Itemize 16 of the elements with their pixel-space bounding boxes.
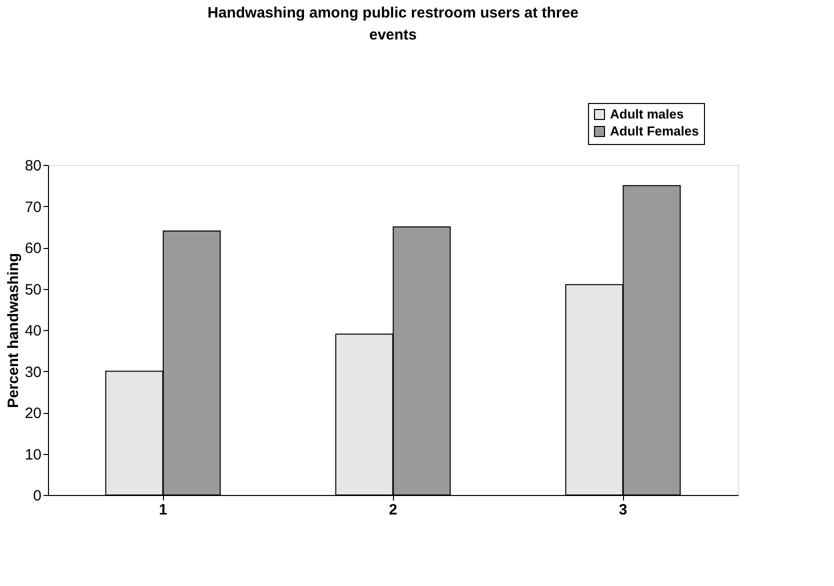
y-tick-label: 50: [24, 281, 42, 298]
y-tick-label: 70: [24, 198, 42, 216]
y-tick-label: 30: [24, 364, 42, 381]
x-tick-label: 3: [618, 502, 628, 518]
legend-label: Adult males: [610, 106, 684, 122]
legend-label: Adult Females: [610, 124, 699, 138]
y-tick-label: 10: [24, 446, 42, 464]
y-tick-label: 20: [24, 405, 42, 422]
y-tick-label: 80: [24, 158, 42, 174]
y-axis-title: Percent handwashing: [4, 252, 22, 408]
x-tick-label: 2: [388, 502, 398, 518]
x-tick-label: 1: [158, 502, 168, 518]
chart-title: Handwashing among public restroom users at three events: [208, 4, 578, 44]
y-tick-label: 40: [24, 322, 42, 340]
y-tick-label: 60: [24, 240, 42, 257]
y-tick-label: 0: [33, 488, 42, 504]
